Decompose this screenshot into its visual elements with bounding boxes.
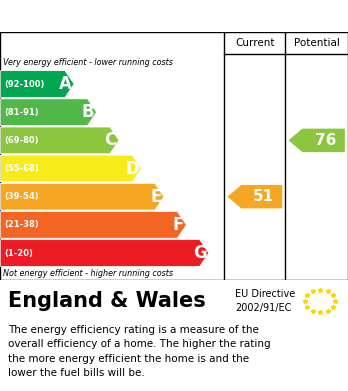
Text: B: B bbox=[82, 103, 94, 121]
Text: (81-91): (81-91) bbox=[4, 108, 39, 117]
Polygon shape bbox=[0, 155, 141, 182]
Text: EU Directive
2002/91/EC: EU Directive 2002/91/EC bbox=[235, 289, 295, 313]
Text: (1-20): (1-20) bbox=[4, 249, 33, 258]
Text: Energy Efficiency Rating: Energy Efficiency Rating bbox=[9, 7, 249, 25]
Text: (39-54): (39-54) bbox=[4, 192, 39, 201]
Text: The energy efficiency rating is a measure of the
overall efficiency of a home. T: The energy efficiency rating is a measur… bbox=[8, 325, 270, 378]
Polygon shape bbox=[0, 71, 74, 97]
Text: Not energy efficient - higher running costs: Not energy efficient - higher running co… bbox=[3, 269, 173, 278]
Polygon shape bbox=[0, 240, 209, 266]
Polygon shape bbox=[0, 183, 164, 210]
Text: England & Wales: England & Wales bbox=[8, 291, 205, 311]
Text: (55-68): (55-68) bbox=[4, 164, 39, 173]
Text: (69-80): (69-80) bbox=[4, 136, 39, 145]
Text: (92-100): (92-100) bbox=[4, 79, 45, 88]
Text: 76: 76 bbox=[315, 133, 336, 148]
Text: D: D bbox=[125, 160, 139, 178]
Polygon shape bbox=[0, 99, 96, 126]
Text: F: F bbox=[173, 216, 184, 234]
Text: Potential: Potential bbox=[294, 38, 340, 48]
Text: 51: 51 bbox=[253, 189, 274, 204]
Polygon shape bbox=[0, 127, 119, 154]
Polygon shape bbox=[228, 185, 282, 208]
Text: Very energy efficient - lower running costs: Very energy efficient - lower running co… bbox=[3, 58, 173, 67]
Text: (21-38): (21-38) bbox=[4, 221, 39, 230]
Text: G: G bbox=[193, 244, 206, 262]
Polygon shape bbox=[288, 129, 345, 152]
Text: A: A bbox=[59, 75, 72, 93]
Polygon shape bbox=[0, 212, 186, 238]
Text: C: C bbox=[104, 131, 117, 149]
Text: Current: Current bbox=[235, 38, 275, 48]
Text: E: E bbox=[150, 188, 161, 206]
